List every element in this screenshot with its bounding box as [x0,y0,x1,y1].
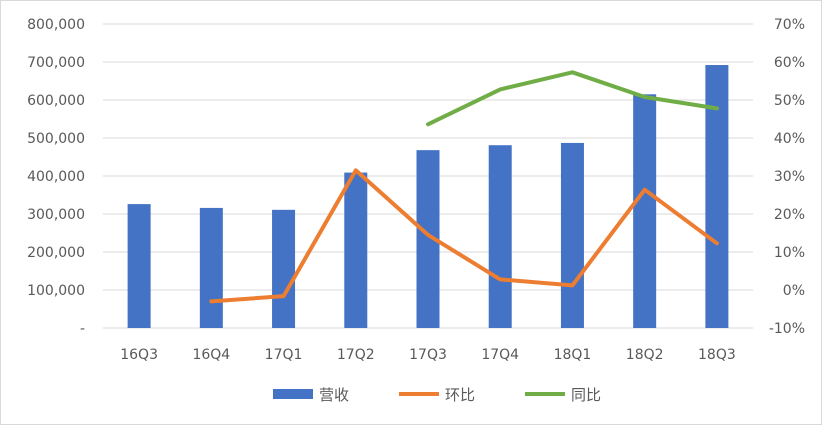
right-axis-tick-label: 60% [774,55,805,71]
bar [344,172,368,328]
right-axis-tick-label: 30% [774,169,805,185]
left-axis-tick-label: 400,000 [27,169,85,185]
x-axis-tick-label: 18Q2 [626,347,664,363]
legend-label: 环比 [445,386,475,404]
x-axis-tick-label: 17Q2 [337,347,375,363]
line-series [209,70,719,304]
x-axis-tick-label: 17Q1 [265,347,303,363]
legend-swatch [273,389,313,399]
left-axis-tick-label: 200,000 [27,245,85,261]
left-axis-tick-label: 100,000 [27,283,85,299]
left-axis-tick-label: 800,000 [27,17,85,33]
bar [272,209,296,328]
x-axis-tick-label: 16Q3 [120,347,158,363]
right-axis-tick-label: 20% [774,207,805,223]
bar [633,94,657,328]
right-axis-tick-label: 0% [783,283,805,299]
right-axis-ticks: -10% 0% 10% 20% 30% 40% 50% 60% 70% [769,17,805,337]
legend-label: 同比 [571,386,601,404]
right-axis-tick-label: -10% [769,321,805,337]
x-axis-tick-label: 18Q1 [554,347,592,363]
x-axis-tick-label: 18Q3 [698,347,736,363]
series-line [426,70,719,127]
x-axis-tick-label: 17Q3 [409,347,447,363]
right-axis-tick-label: 70% [774,17,805,33]
bar [705,65,729,328]
left-axis-ticks: - 100,000 200,000 300,000 400,000 500,000 600,… [27,17,85,337]
bar [416,150,440,328]
left-axis-tick-label: 700,000 [27,55,85,71]
left-axis-tick-label: - [80,321,85,337]
bar [127,204,151,328]
legend-label: 营收 [319,386,349,404]
legend: 营收 环比 同比 [273,386,601,404]
left-axis-tick-label: 300,000 [27,207,85,223]
bar [199,207,223,328]
x-axis-ticks: 16Q3 16Q4 17Q1 17Q2 17Q3 17Q4 18Q1 18Q2 18Q3 [120,347,736,363]
bar [488,145,512,328]
x-axis-tick-label: 17Q4 [481,347,519,363]
bar [560,142,584,328]
right-axis-tick-label: 50% [774,93,805,109]
x-axis-tick-label: 16Q4 [192,347,230,363]
right-axis-tick-label: 10% [774,245,805,261]
left-axis-tick-label: 600,000 [27,93,85,109]
left-axis-tick-label: 500,000 [27,131,85,147]
series-line [209,168,719,304]
right-axis-tick-label: 40% [774,131,805,147]
